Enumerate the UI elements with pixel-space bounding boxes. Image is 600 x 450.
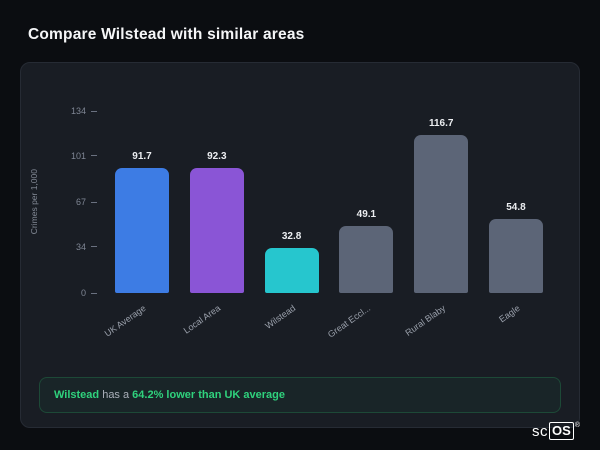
y-tick-mark [91, 155, 97, 157]
watermark-suffix: OS [549, 422, 574, 440]
bar-group: 116.7 Rural Blaby [403, 111, 478, 338]
bar-rural-blaby[interactable] [414, 134, 469, 293]
bar-value-label: 116.7 [428, 117, 454, 129]
bar-uk-average[interactable] [115, 168, 169, 293]
bar-value-label: 49.1 [356, 209, 377, 221]
bar-wilstead[interactable] [264, 248, 319, 293]
y-axis-title: Crimes per 1,000 [29, 169, 39, 235]
y-tick-label: 67 [75, 197, 86, 207]
x-axis-label: UK Average [102, 303, 148, 339]
x-axis-label: Rural Blaby [403, 303, 447, 338]
y-tick: 134 [71, 106, 97, 116]
y-tick: 101 [71, 151, 97, 161]
watermark-logo: sc OS ® [532, 422, 580, 440]
y-tick-label: 0 [80, 288, 86, 298]
y-tick-label: 134 [70, 106, 86, 116]
y-axis: 0 34 67 101 134 [47, 106, 97, 298]
bar-group: 54.8 Eagle [479, 111, 553, 324]
chart-card: Crimes per 1,000 0 34 67 101 134 91.7 UK Aver… [20, 62, 580, 428]
bar-group: 32.8 Wilstead [255, 111, 329, 331]
bar-value-label: 32.8 [281, 231, 302, 243]
y-tick-label: 101 [70, 150, 86, 161]
note-connector: has a [99, 389, 133, 401]
bar-eagle[interactable] [488, 218, 543, 293]
y-tick-mark [91, 246, 97, 248]
note-highlight: 64.2% lower than UK average [132, 389, 286, 401]
bar-value-label: 92.3 [207, 150, 227, 162]
bar-group: 49.1 Great Eccl... [326, 111, 403, 340]
page-title: Compare Wilstead with similar areas [28, 26, 305, 43]
bar-value-label: 91.7 [132, 151, 152, 163]
y-tick: 34 [76, 242, 97, 252]
registered-mark: ® [574, 422, 580, 429]
y-tick-mark [91, 292, 97, 294]
bar-group: 92.3 Local Area [180, 111, 254, 336]
y-tick-mark [91, 201, 97, 203]
bar-chart: Crimes per 1,000 0 34 67 101 134 91.7 UK Aver… [29, 106, 553, 340]
note-box: Wilstead has a 64.2% lower than UK avera… [39, 377, 561, 413]
bar-group: 91.7 UK Average [103, 111, 179, 339]
x-axis-label: Local Area [181, 303, 223, 336]
y-tick: 0 [81, 288, 97, 298]
y-tick-mark [91, 110, 97, 112]
y-tick: 67 [76, 197, 97, 207]
x-axis-label: Eagle [497, 303, 522, 325]
bar-local-area[interactable] [189, 167, 244, 293]
bar-value-label: 54.8 [506, 201, 526, 213]
x-axis-label: Wilstead [263, 303, 298, 331]
y-tick-label: 34 [75, 241, 86, 252]
bar-great-eccl-[interactable] [339, 226, 394, 293]
note-subject: Wilstead [54, 389, 100, 401]
x-axis-label: Great Eccl... [325, 303, 373, 340]
watermark-prefix: sc [532, 422, 549, 440]
plot-area: 91.7 UK Average 92.3 Local Area 32.8 Wilstead… [103, 111, 553, 340]
y-axis-title-wrap: Crimes per 1,000 [27, 111, 41, 293]
